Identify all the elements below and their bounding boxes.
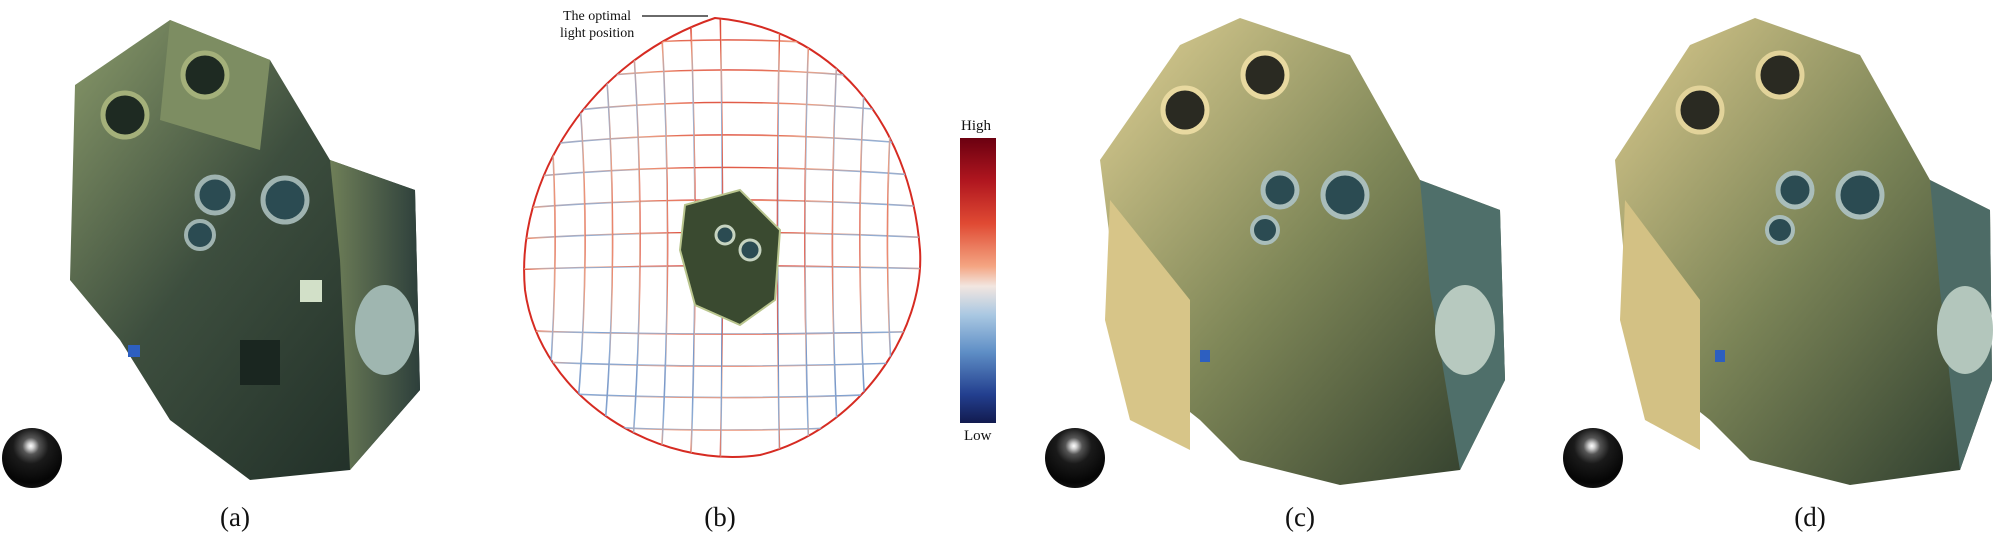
colorbar-high-label: High	[961, 118, 991, 134]
optimal-light-annotation: The optimal light position	[560, 8, 634, 42]
panel-b: The optimal light position (b)	[500, 0, 1020, 543]
engine-block-render-d	[1615, 18, 1993, 485]
light-sphere-icon	[1563, 428, 1623, 488]
panel-d: (d)	[1560, 0, 1996, 543]
caption-d: (d)	[1794, 502, 1826, 532]
colorbar	[960, 138, 996, 423]
engine-block-render-c	[1100, 18, 1505, 485]
light-sphere-icon	[2, 428, 62, 488]
caption-b: (b)	[704, 502, 736, 532]
light-sphere-icon	[1045, 428, 1105, 488]
caption-a: (a)	[220, 502, 250, 532]
light-position-wireframe	[523, 15, 922, 458]
engine-block-render-a	[70, 20, 420, 480]
colorbar-low-label: Low	[964, 428, 992, 444]
panel-a: (a)	[0, 0, 430, 543]
annotation-line-2: light position	[560, 26, 635, 41]
caption-c: (c)	[1285, 502, 1315, 532]
panel-c: (c)	[1040, 0, 1510, 543]
annotation-line-1: The optimal	[563, 9, 632, 24]
